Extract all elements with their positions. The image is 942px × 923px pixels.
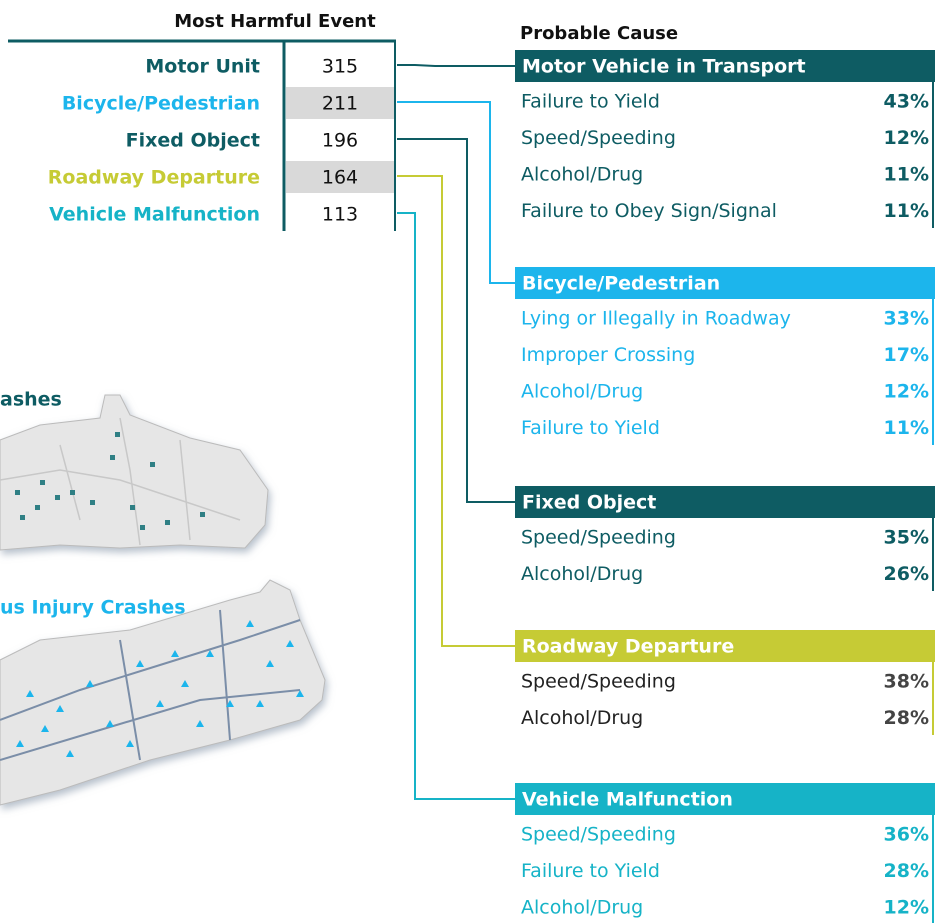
causes-title: Probable Cause (520, 23, 678, 44)
group-header (515, 486, 935, 518)
cause-pct: 12% (884, 127, 929, 149)
value-cell-shade (286, 161, 394, 193)
group-header (515, 630, 935, 662)
cause-label: Failure to Yield (521, 860, 660, 882)
cause-pct: 12% (884, 897, 929, 919)
event-label: Vehicle Malfunction (49, 204, 260, 226)
cause-label: Failure to Yield (521, 417, 660, 439)
cause-label: Speed/Speeding (521, 127, 676, 149)
cause-pct: 11% (884, 417, 929, 439)
group-title: Bicycle/Pedestrian (522, 273, 720, 295)
cause-pct: 11% (884, 200, 929, 222)
cause-pct: 43% (884, 91, 929, 113)
event-value: 211 (322, 93, 358, 115)
cause-pct: 17% (884, 344, 929, 366)
event-label: Bicycle/Pedestrian (62, 93, 260, 115)
event-label: Motor Unit (145, 56, 260, 78)
event-label: Roadway Departure (48, 167, 260, 189)
cause-pct: 33% (884, 308, 929, 330)
cause-pct: 28% (884, 860, 929, 882)
map-title: us Injury Crashes (0, 597, 186, 619)
group-title: Fixed Object (522, 492, 656, 514)
map-title: ashes (0, 389, 62, 411)
cause-label: Improper Crossing (521, 344, 695, 366)
cause-label: Alcohol/Drug (521, 707, 643, 729)
cause-label: Speed/Speeding (521, 671, 676, 693)
event-label: Fixed Object (126, 130, 260, 152)
cause-label: Alcohol/Drug (521, 164, 643, 186)
cause-pct: 11% (884, 164, 929, 186)
cause-label: Alcohol/Drug (521, 381, 643, 403)
connector (397, 64, 515, 67)
cause-label: Alcohol/Drug (521, 897, 643, 919)
connector (397, 101, 515, 284)
cause-label: Failure to Obey Sign/Signal (521, 200, 777, 222)
connector (397, 212, 515, 800)
event-value: 315 (322, 56, 358, 78)
event-value: 164 (322, 167, 358, 189)
map-bottom (0, 579, 326, 806)
group-header (515, 267, 935, 299)
content: Most Harmful Event Motor Unit 315 Bicycle/P… (0, 11, 935, 923)
group-title: Motor Vehicle in Transport (522, 56, 806, 78)
group-header (515, 783, 935, 815)
cause-label: Speed/Speeding (521, 824, 676, 846)
cause-pct: 26% (884, 563, 929, 585)
cause-label: Lying or Illegally in Roadway (521, 308, 791, 330)
cause-pct: 35% (884, 527, 929, 549)
cause-pct: 38% (884, 671, 929, 693)
map-top (0, 394, 269, 551)
cause-label: Speed/Speeding (521, 527, 676, 549)
events-title: Most Harmful Event (174, 11, 376, 32)
connector (397, 138, 515, 503)
group-title: Roadway Departure (522, 636, 734, 658)
cause-pct: 36% (884, 824, 929, 846)
group-header (515, 50, 935, 82)
group-title: Vehicle Malfunction (522, 789, 733, 811)
connector (397, 175, 515, 647)
cause-label: Failure to Yield (521, 91, 660, 113)
cause-label: Alcohol/Drug (521, 563, 643, 585)
event-value: 196 (322, 130, 358, 152)
event-value: 113 (322, 204, 358, 226)
cause-pct: 28% (884, 707, 929, 729)
cause-pct: 12% (884, 381, 929, 403)
value-cell-shade (286, 87, 394, 119)
